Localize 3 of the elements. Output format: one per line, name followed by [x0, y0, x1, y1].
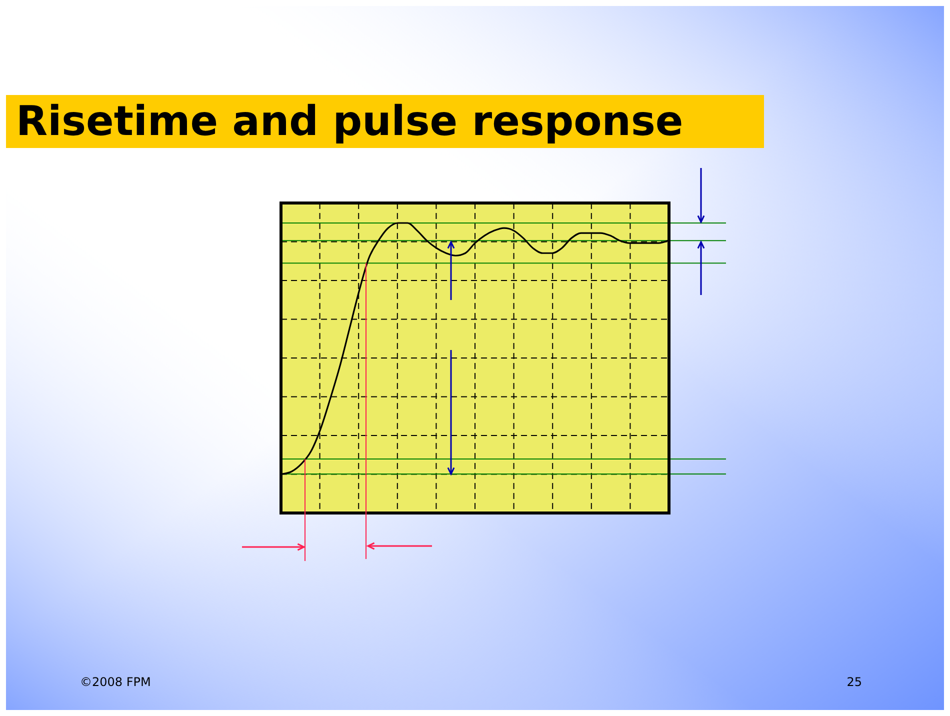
chart-title: Risetime and pulse response	[16, 97, 684, 145]
text: 25	[846, 675, 862, 689]
text: ©2008 FPM	[80, 675, 151, 689]
